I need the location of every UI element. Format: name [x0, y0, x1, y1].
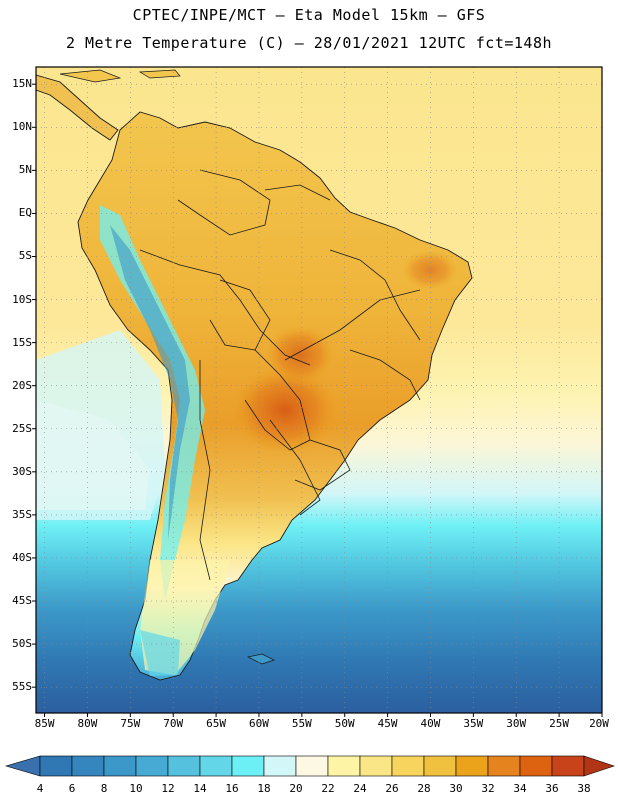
colorbar-tick-label: 30	[449, 782, 463, 795]
colorbar-swatch	[199, 755, 233, 777]
lat-tick-label: 10N	[12, 120, 32, 134]
lat-tick-label: 5N	[18, 163, 32, 177]
lat-tick-label: 15N	[12, 77, 32, 91]
colorbar-tick-label: 4	[36, 782, 44, 795]
colorbar-swatch	[455, 755, 489, 777]
lat-tick-label: 10S	[12, 292, 32, 306]
colorbar-tick-label: 6	[68, 782, 76, 795]
colorbar-swatch	[551, 755, 585, 777]
colorbar-swatch	[487, 755, 521, 777]
colorbar-swatch	[423, 755, 457, 777]
lat-tick-label: 15S	[12, 335, 32, 349]
lat-tick-label: EQ	[18, 206, 32, 220]
colorbar-tick-label: 12	[161, 782, 175, 795]
colorbar-tick-label: 38	[577, 782, 591, 795]
hot-core-paraguay	[230, 365, 340, 455]
chart-title-line1: CPTEC/INPE/MCT – Eta Model 15km – GFS	[132, 6, 486, 24]
lon-tick-label: 65W	[206, 717, 227, 730]
colorbar-tick-label: 34	[513, 782, 527, 795]
colorbar-right-arrow	[583, 755, 615, 777]
lon-tick-label: 25W	[549, 717, 570, 730]
lat-tick-label: 50S	[12, 637, 32, 651]
colorbar-tick-label: 10	[129, 782, 143, 795]
colorbar	[4, 755, 615, 777]
colorbar-swatch	[327, 755, 361, 777]
lat-tick-label: 5S	[18, 249, 32, 263]
colorbar-swatch	[231, 755, 265, 777]
chart-title-line2: 2 Metre Temperature (C) – 28/01/2021 12U…	[65, 34, 553, 52]
lon-tick-label: 85W	[34, 717, 55, 730]
colorbar-tick-label: 20	[289, 782, 303, 795]
colorbar-left-arrow	[4, 755, 41, 777]
falkland-islands	[246, 653, 275, 665]
andes-cool-strip	[100, 205, 205, 600]
colorbar-swatch	[135, 755, 169, 777]
lat-tick-label: 25S	[12, 421, 32, 435]
colorbar-swatch	[519, 755, 553, 777]
colorbar-tick-label: 28	[417, 782, 431, 795]
colorbar-swatch	[263, 755, 297, 777]
colorbar-tick-label: 32	[481, 782, 495, 795]
lat-tick-label: 45S	[12, 594, 32, 608]
colorbar-tick-label: 36	[545, 782, 559, 795]
colorbar-swatch	[359, 755, 393, 777]
lat-tick-label: 30S	[12, 464, 32, 478]
colorbar-swatch	[71, 755, 105, 777]
lat-tick-label: 55S	[12, 680, 32, 694]
lon-tick-label: 45W	[377, 717, 398, 730]
colorbar-tick-label: 26	[385, 782, 399, 795]
colorbar-swatch	[295, 755, 329, 777]
colorbar-swatch	[39, 755, 73, 777]
lon-tick-label: 80W	[77, 717, 98, 730]
colorbar-tick-label: 22	[321, 782, 335, 795]
lon-tick-label: 60W	[249, 717, 269, 730]
lon-tick-label: 20W	[589, 717, 609, 730]
lat-tick-label: 35S	[12, 507, 32, 521]
lon-tick-label: 35W	[463, 717, 484, 730]
lon-tick-label: 40W	[420, 717, 441, 730]
lat-tick-label: 20S	[12, 378, 32, 392]
lat-tick-label: 40S	[12, 550, 32, 564]
colorbar-swatch	[167, 755, 201, 777]
colorbar-tick-label: 14	[193, 782, 207, 795]
colorbar-tick-label: 18	[257, 782, 271, 795]
central-america	[36, 74, 119, 141]
colorbar-tick-label: 8	[100, 782, 108, 795]
colorbar-swatch	[103, 755, 137, 777]
lon-tick-label: 30W	[506, 717, 527, 730]
country-borders	[139, 169, 421, 581]
colorbar-tick-label: 16	[225, 782, 239, 795]
colorbar-tick-label: 24	[353, 782, 367, 795]
lon-tick-label: 55W	[291, 717, 312, 730]
lon-tick-label: 75W	[120, 717, 141, 730]
lon-tick-label: 50W	[334, 717, 355, 730]
colorbar-swatch	[391, 755, 425, 777]
lon-tick-label: 70W	[163, 717, 184, 730]
map-frame	[35, 66, 603, 714]
